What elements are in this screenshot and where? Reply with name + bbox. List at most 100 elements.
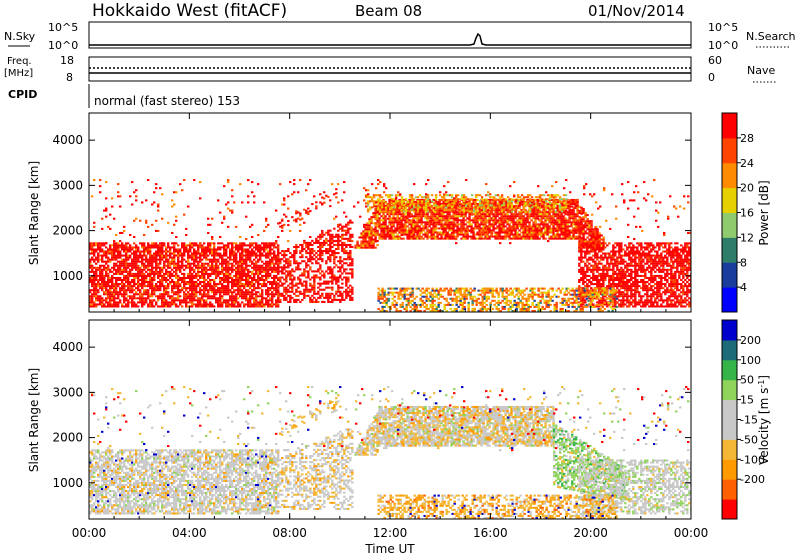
data-cell [247,305,250,308]
data-cell [327,280,330,283]
data-cell [113,248,116,251]
data-cell [337,284,340,287]
data-cell [341,260,344,263]
data-cell [590,236,593,239]
data-cell [372,202,376,205]
data-cell [93,272,96,275]
data-cell [169,250,172,253]
data-cell [522,227,525,230]
data-cell [203,246,206,249]
data-cell [179,283,182,286]
data-cell [101,274,104,277]
data-cell [410,231,413,234]
data-cell [125,305,128,308]
data-cell [189,278,192,282]
data-cell [271,252,274,255]
data-cell [356,242,359,245]
data-cell [175,297,178,300]
data-cell [161,252,164,255]
data-cell [444,198,447,201]
data-cell [530,227,533,230]
data-cell [424,231,427,234]
data-cell [349,294,352,297]
data-cell [265,297,268,300]
data-cell [95,262,98,265]
data-cell [488,229,491,232]
data-cell [251,252,254,255]
data-cell [273,287,276,290]
data-cell [323,239,326,242]
data-cell [570,211,573,214]
data-cell [147,295,150,298]
data-cell [422,211,425,214]
data-cell [490,233,493,236]
data-cell [259,252,262,255]
data-cell [215,266,218,269]
data-cell [141,258,144,261]
data-cell [189,268,192,271]
data-cell [265,266,268,269]
data-cell [556,235,559,238]
data-cell [566,225,569,228]
data-cell [303,294,306,297]
data-cell [522,235,525,238]
data-cell [157,264,160,267]
data-cell [263,278,266,282]
data-cell [518,219,521,222]
data-cell [540,223,543,226]
data-cell [462,203,465,206]
data-cell [93,293,96,296]
data-cell [137,258,140,261]
data-cell [159,297,162,300]
data-cell [127,258,130,261]
data-cell [283,290,286,293]
data-cell [554,213,557,216]
data-cell [574,219,577,222]
data-cell [161,266,164,269]
data-cell [526,231,529,234]
data-cell [95,244,98,247]
data-cell [366,208,370,211]
data-cell [345,225,348,228]
data-cell [149,258,152,261]
data-cell [249,291,252,294]
data-cell [275,256,278,259]
data-cell [335,276,338,279]
data-cell [105,305,108,308]
data-cell [117,260,120,263]
data-cell [408,209,411,212]
data-cell [450,217,453,220]
data-cell [396,215,399,218]
data-cell [177,248,180,251]
data-cell [137,301,140,304]
data-cell [582,240,585,243]
data-cell [153,272,156,275]
data-cell [362,236,365,239]
data-cell [115,283,118,286]
data-cell [261,291,264,294]
data-cell [211,291,214,294]
data-cell [279,252,282,255]
data-cell [323,276,326,279]
data-cell [532,231,535,234]
data-cell [257,287,260,290]
data-cell [283,294,286,297]
data-cell [113,268,116,271]
data-cell [394,211,397,214]
data-cell [297,245,300,249]
data-cell [450,205,453,208]
data-cell [157,254,160,257]
data-cell [167,254,170,257]
data-cell [470,225,473,228]
data-cell [89,281,92,284]
data-cell [137,276,140,279]
data-cell [325,260,328,263]
data-cell [135,291,138,294]
data-cell [119,276,122,279]
data-cell [223,250,226,253]
data-cell [133,297,136,300]
data-cell [227,242,230,245]
data-cell [446,211,449,214]
data-cell [191,262,194,265]
data-cell [115,303,118,306]
